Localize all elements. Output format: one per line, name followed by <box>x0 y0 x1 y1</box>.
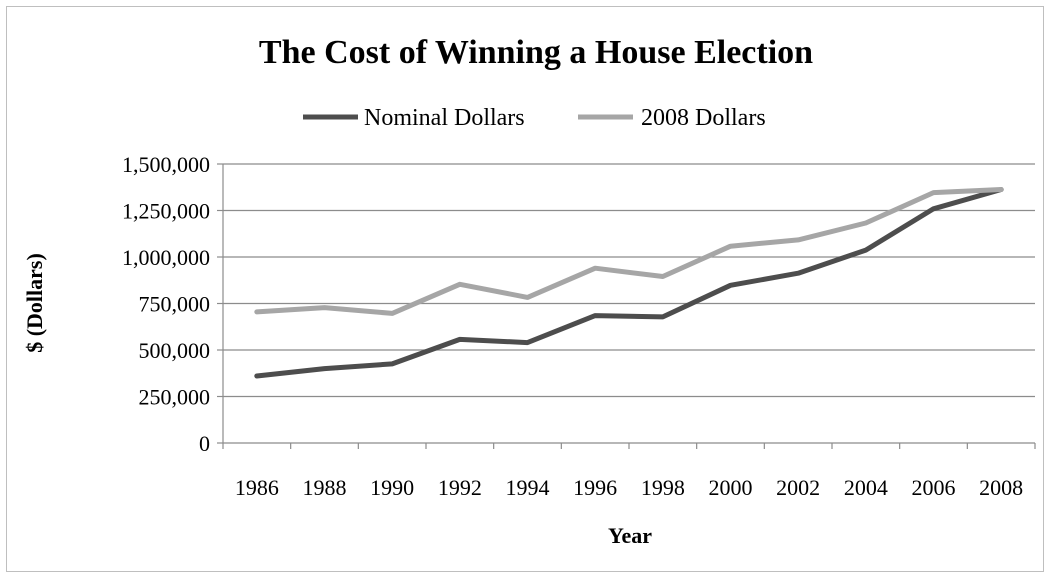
x-tick-label: 2006 <box>912 475 956 500</box>
x-tick-label: 1988 <box>303 475 347 500</box>
series-line-0 <box>254 187 1004 379</box>
x-tick-label: 2004 <box>844 475 888 500</box>
series-lines <box>254 187 1004 379</box>
x-tick-label: 2000 <box>709 475 753 500</box>
chart-title: The Cost of Winning a House Election <box>259 34 813 71</box>
y-tick-labels: 0 250,000 500,000 750,000 1,000,000 1,250,000… <box>122 152 210 456</box>
x-tick-label: 1996 <box>573 475 617 500</box>
y-tick-label: 750,000 <box>139 292 211 317</box>
legend-label: 2008 Dollars <box>641 105 766 131</box>
x-tick-label: 1992 <box>438 475 482 500</box>
axes <box>217 163 1036 449</box>
y-axis-label: $ (Dollars) <box>22 253 47 353</box>
x-tick-label: 1986 <box>235 475 279 500</box>
gridlines <box>223 163 1035 398</box>
x-tick-labels: 1986 1988 1990 1992 1994 1996 1998 2000 2002 2004… <box>235 475 1023 500</box>
y-tick-label: 500,000 <box>139 338 211 363</box>
legend-label: Nominal Dollars <box>364 105 525 131</box>
x-tick-label: 2008 <box>979 475 1023 500</box>
y-tick-label: 1,250,000 <box>122 199 210 224</box>
series-line-1 <box>254 187 1004 316</box>
y-tick-label: 250,000 <box>139 385 211 410</box>
x-axis-label: Year <box>608 523 652 548</box>
y-tick-label: 0 <box>199 431 210 456</box>
x-tick-label: 2002 <box>776 475 820 500</box>
x-tick-label: 1990 <box>370 475 414 500</box>
x-tick-label: 1994 <box>506 475 550 500</box>
chart-frame <box>6 6 1044 572</box>
y-tick-label: 1,000,000 <box>122 245 210 270</box>
x-tick-label: 1998 <box>641 475 685 500</box>
legend: Nominal Dollars 2008 Dollars <box>303 105 766 131</box>
y-tick-label: 1,500,000 <box>122 152 210 177</box>
